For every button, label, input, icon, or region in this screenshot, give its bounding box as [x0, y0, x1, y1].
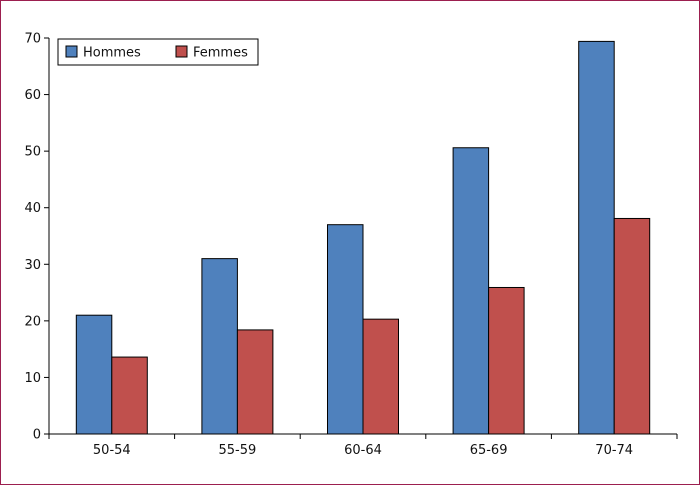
bar-hommes-55-59	[201, 258, 238, 435]
legend-label-femmes: Femmes	[193, 46, 248, 61]
y-tick-label: 40	[24, 201, 41, 216]
bar-femmes-50-54	[111, 356, 148, 435]
x-tick-label: 50-54	[93, 443, 131, 458]
y-tick-label: 30	[24, 258, 41, 273]
bar-hommes-50-54	[75, 314, 113, 435]
x-tick-label: 65-69	[470, 443, 508, 458]
legend-box	[57, 38, 259, 66]
legend-swatch-femmes	[175, 45, 188, 58]
y-tick-label: 0	[33, 428, 41, 443]
y-tick-label: 10	[24, 371, 41, 386]
y-axis: 0 10 20 30 40 50 60 70	[24, 32, 50, 443]
y-tick-label: 60	[24, 88, 41, 103]
bar-femmes-60-64	[362, 318, 399, 435]
x-axis: 50-54 55-59 60-64 65-69 70-74	[48, 433, 678, 458]
x-tick-label: 70-74	[595, 443, 633, 458]
legend-label-hommes: Hommes	[83, 46, 141, 61]
y-tick-label: 70	[24, 32, 41, 47]
bar-hommes-70-74	[578, 40, 615, 435]
bar-femmes-70-74	[613, 217, 651, 435]
legend-swatch-hommes	[65, 45, 78, 58]
bar-femmes-55-59	[236, 329, 274, 435]
bars-group	[75, 40, 651, 435]
x-tick-label: 55-59	[219, 443, 257, 458]
x-tick-label: 60-64	[344, 443, 382, 458]
legend: Hommes Femmes	[57, 38, 259, 66]
bar-femmes-65-69	[488, 286, 525, 435]
bar-hommes-60-64	[327, 224, 364, 435]
y-tick-label: 20	[24, 314, 41, 329]
y-tick-label: 50	[24, 145, 41, 160]
bar-hommes-65-69	[452, 147, 490, 435]
